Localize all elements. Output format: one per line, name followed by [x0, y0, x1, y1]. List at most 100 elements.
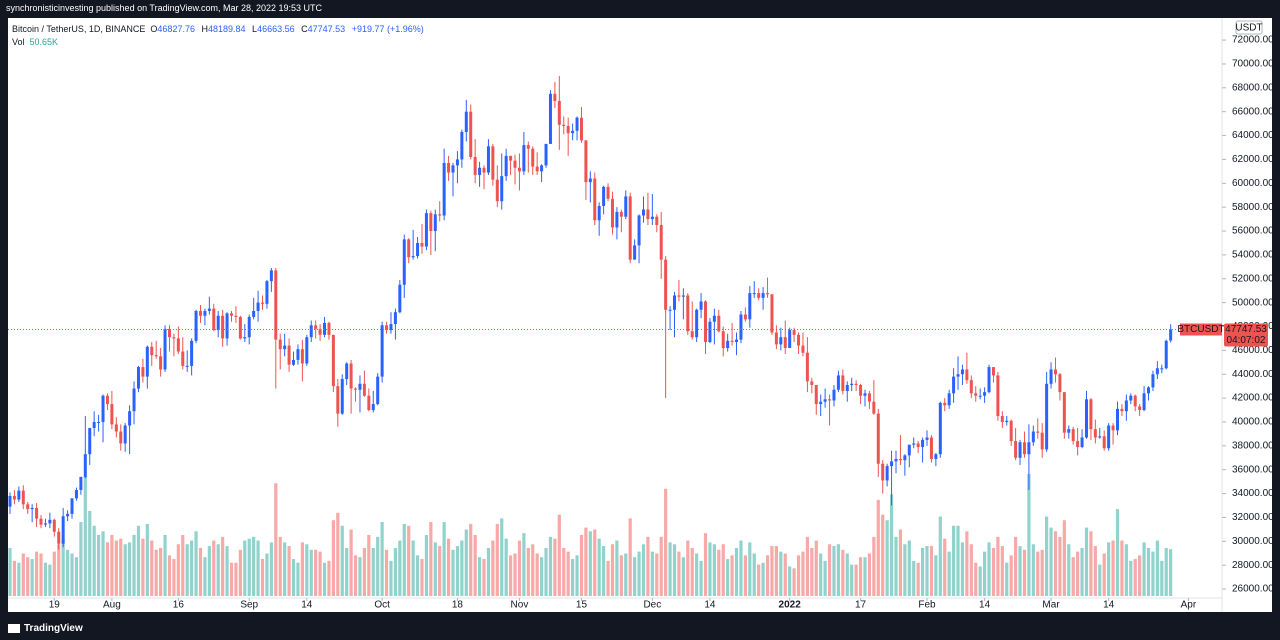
candle-body	[832, 389, 836, 401]
symbol-tag: BTCUSDT	[1177, 324, 1224, 335]
volume-bar	[136, 525, 141, 596]
y-tick-label: 30000.00	[1232, 536, 1274, 547]
volume-bar	[619, 555, 623, 596]
y-tick-label: 44000.00	[1232, 369, 1274, 380]
volume-bar	[991, 547, 996, 596]
candle-body	[57, 531, 61, 544]
volume-bar	[876, 499, 880, 596]
x-tick-label: Dec	[643, 600, 661, 611]
volume-bar	[70, 553, 74, 596]
volume-bar	[420, 559, 424, 596]
volume-bar	[508, 555, 513, 596]
candle-body	[274, 270, 278, 340]
candle-body	[916, 443, 920, 448]
candle-body	[535, 166, 539, 172]
candle-body	[540, 165, 544, 172]
volume-bar	[779, 551, 783, 596]
y-tick-label: 58000.00	[1232, 202, 1274, 213]
x-tick-label: 17	[855, 600, 867, 611]
volume-bar	[624, 553, 628, 596]
volume-bar	[114, 540, 118, 596]
volume-bar	[903, 544, 907, 596]
brand[interactable]: TradingView	[24, 623, 83, 634]
candle-body	[203, 310, 207, 316]
x-tick-label: 18	[452, 600, 464, 611]
candle-body	[792, 330, 796, 335]
candle-body	[885, 466, 889, 481]
candle-body	[438, 214, 442, 216]
candle-body	[686, 295, 690, 332]
x-tick-label: 14	[301, 600, 313, 611]
volume-bar	[641, 544, 646, 596]
volume-bar	[832, 546, 836, 596]
candle-body	[190, 340, 194, 366]
y-tick-label: 40000.00	[1232, 417, 1274, 428]
volume-bar	[987, 542, 991, 596]
ohlc-letter: C	[301, 24, 308, 34]
candle-body	[35, 507, 39, 519]
candle-body	[52, 519, 56, 532]
candle-body	[761, 293, 765, 298]
candle-body	[655, 216, 659, 226]
candle-body	[66, 513, 70, 517]
candle-body	[1138, 406, 1142, 411]
candle-body	[1147, 387, 1151, 394]
candle-body	[1093, 429, 1097, 438]
candle-body	[194, 310, 198, 341]
candle-body	[522, 145, 526, 172]
candle-body	[748, 293, 752, 320]
candle-body	[455, 159, 459, 166]
volume-bar	[588, 531, 592, 596]
volume-bar	[854, 564, 858, 596]
candle-body	[398, 284, 402, 313]
volume-bar	[597, 538, 601, 596]
candle-body	[730, 340, 734, 343]
ohlc-letter: O	[150, 24, 158, 34]
candle-body	[198, 310, 202, 316]
volume-bar	[633, 557, 637, 596]
volume-bar	[938, 516, 942, 596]
candle-body	[105, 395, 109, 405]
candle-body	[633, 245, 637, 260]
candle-body	[912, 443, 916, 445]
volume-bar	[362, 547, 366, 596]
candle-body	[43, 523, 47, 525]
volume-bar	[384, 549, 389, 596]
volume-bar	[185, 544, 189, 596]
x-tick-label: 15	[576, 600, 588, 611]
candle-body	[628, 196, 632, 260]
volume-bar	[814, 540, 818, 596]
change: +919.77 (+1.96%)	[351, 24, 424, 34]
volume-bar	[176, 544, 180, 596]
candle-body	[331, 334, 335, 387]
candle-body	[1062, 392, 1066, 433]
candle-body	[699, 301, 703, 310]
candle-body	[548, 93, 552, 144]
candle-body	[553, 93, 557, 101]
candle-body	[83, 454, 87, 477]
y-tick-label: 60000.00	[1232, 178, 1274, 189]
candle-body	[358, 383, 362, 390]
candle-body	[615, 211, 619, 228]
candle-body	[265, 281, 269, 304]
publish-info: synchronisticinvesting published on Trad…	[6, 3, 323, 13]
candle-body	[1000, 416, 1004, 422]
volume-bar	[566, 551, 570, 596]
ohlc-value: 46663.56	[257, 24, 295, 34]
volume-bar	[531, 544, 535, 596]
candle-body	[1036, 431, 1040, 433]
volume-bar	[708, 542, 712, 596]
volume-bar	[491, 540, 495, 596]
candle-body	[101, 395, 105, 422]
candle-body	[340, 379, 344, 414]
volume-bar	[872, 536, 876, 596]
candle-body	[801, 345, 805, 353]
volume-bar	[1067, 544, 1071, 596]
volume-bar	[681, 557, 685, 596]
candle-body	[1027, 442, 1031, 455]
candle-body	[119, 431, 123, 444]
volume-bar	[951, 525, 956, 596]
y-tick-label: 70000.00	[1232, 59, 1274, 70]
volume-bar	[1142, 542, 1146, 596]
candle-body	[646, 209, 650, 220]
